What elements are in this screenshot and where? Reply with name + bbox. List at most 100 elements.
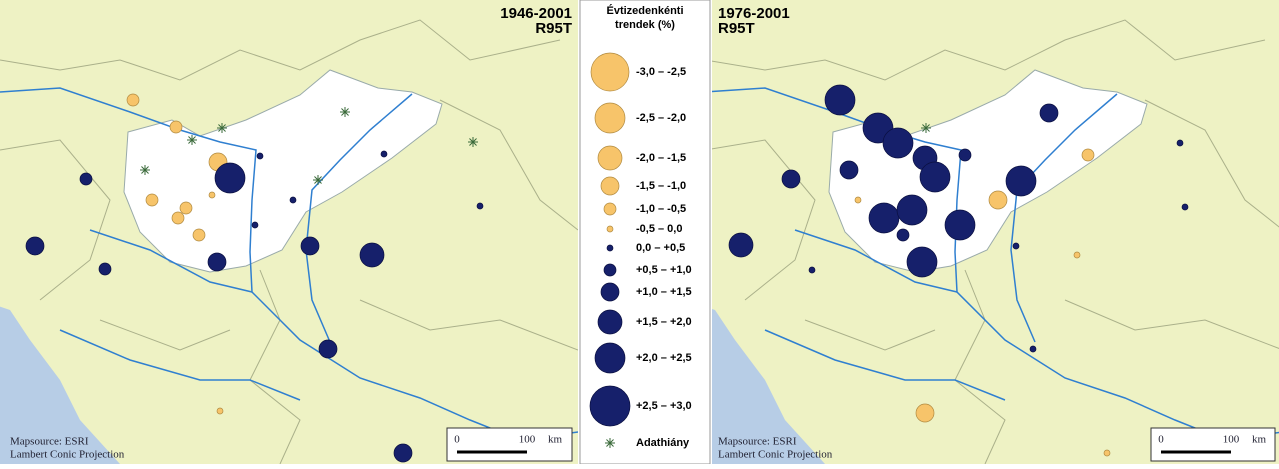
scale-box — [446, 427, 573, 462]
station — [944, 209, 976, 241]
map-source: Mapsource: ESRI — [10, 436, 89, 448]
scale-end: 100 — [1223, 434, 1240, 446]
station — [1103, 449, 1111, 457]
station — [919, 161, 951, 193]
map-projection: Lambert Conic Projection — [718, 449, 833, 461]
map-left: 1946-2001 R95T Mapsource: ESRI Lambert C… — [0, 0, 578, 464]
legend-symbol — [597, 309, 623, 335]
station — [179, 201, 193, 215]
station — [145, 193, 159, 207]
scale-unit: km — [1252, 434, 1267, 446]
map-period: 1976-2001 — [718, 5, 790, 22]
station — [256, 152, 264, 160]
legend-symbol — [594, 102, 626, 134]
station — [1012, 242, 1020, 250]
station — [808, 266, 816, 274]
legend-label: +2,5 – +3,0 — [636, 400, 692, 412]
legend-symbol — [594, 342, 626, 374]
station — [251, 221, 259, 229]
scale-start: 0 — [454, 434, 460, 446]
station — [1176, 139, 1184, 147]
legend-label: 0,0 – +0,5 — [636, 242, 685, 254]
map-index: R95T — [718, 20, 755, 37]
legend-label: -2,0 – -1,5 — [636, 152, 686, 164]
station — [171, 211, 185, 225]
station — [1073, 251, 1081, 259]
station — [214, 162, 246, 194]
station — [300, 236, 320, 256]
station — [839, 160, 859, 180]
station — [359, 242, 385, 268]
legend-symbol — [590, 52, 630, 92]
missing-marker — [922, 124, 930, 132]
station — [25, 236, 45, 256]
map-right: 1976-2001 R95T Mapsource: ESRI Lambert C… — [712, 0, 1279, 464]
scale-end: 100 — [519, 434, 536, 446]
missing-marker — [141, 166, 149, 174]
legend-label: +2,0 – +2,5 — [636, 352, 692, 364]
map-source: Mapsource: ESRI — [718, 436, 797, 448]
station — [1005, 165, 1037, 197]
legend-label: -1,5 – -1,0 — [636, 180, 686, 192]
station — [126, 93, 140, 107]
station — [958, 148, 972, 162]
station — [318, 339, 338, 359]
legend-symbol — [589, 385, 631, 427]
stations — [728, 84, 1189, 457]
missing-marker — [218, 124, 226, 132]
station — [1181, 203, 1189, 211]
missing-marker — [341, 108, 349, 116]
map-projection: Lambert Conic Projection — [10, 449, 125, 461]
legend-title: trendek (%) — [615, 19, 675, 31]
station — [988, 190, 1008, 210]
missing-marker — [606, 439, 614, 447]
station — [781, 169, 801, 189]
missing-marker — [314, 176, 322, 184]
station — [896, 228, 910, 242]
legend-label: -2,5 – -2,0 — [636, 112, 686, 124]
station — [915, 403, 935, 423]
station — [854, 196, 862, 204]
legend-label: +1,5 – +2,0 — [636, 316, 692, 328]
scale-unit: km — [548, 434, 563, 446]
legend-label: -0,5 – 0,0 — [636, 223, 682, 235]
station — [476, 202, 484, 210]
scale-box — [1150, 427, 1276, 462]
station — [79, 172, 93, 186]
legend-symbol — [603, 202, 617, 216]
legend-title: Évtizedenkénti — [606, 4, 683, 17]
station — [1039, 103, 1059, 123]
station — [906, 246, 938, 278]
station — [216, 407, 224, 415]
missing-marker — [188, 136, 196, 144]
station — [169, 120, 183, 134]
legend-symbol — [597, 145, 623, 171]
station — [728, 232, 754, 258]
legend-symbol — [606, 244, 614, 252]
map-index: R95T — [535, 20, 572, 37]
legend-label: -3,0 – -2,5 — [636, 66, 686, 78]
station — [98, 262, 112, 276]
station — [896, 194, 928, 226]
legend-symbol — [600, 176, 620, 196]
legend-label: +1,0 – +1,5 — [636, 286, 692, 298]
stations — [25, 93, 484, 463]
scale-start: 0 — [1158, 434, 1164, 446]
missing-marker — [469, 138, 477, 146]
station — [380, 150, 388, 158]
legend-label: -1,0 – -0,5 — [636, 203, 686, 215]
station — [393, 443, 413, 463]
legend: Évtizedenkénti trendek (%) -3,0 – -2,5 -2… — [589, 4, 692, 449]
legend-label: +0,5 – +1,0 — [636, 264, 692, 276]
station — [868, 202, 900, 234]
map-period: 1946-2001 — [500, 5, 572, 22]
station — [1081, 148, 1095, 162]
legend-symbol — [606, 225, 614, 233]
legend-symbol — [603, 263, 617, 277]
legend-label: Adathiány — [636, 437, 690, 449]
station — [192, 228, 206, 242]
station — [824, 84, 856, 116]
station — [208, 191, 216, 199]
station — [289, 196, 297, 204]
